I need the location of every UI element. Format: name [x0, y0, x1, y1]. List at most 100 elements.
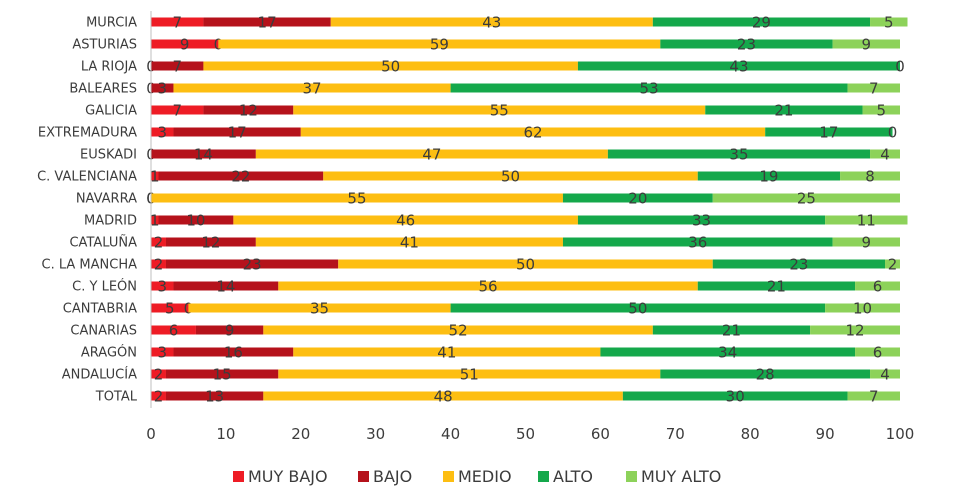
x-tick-label-30: 30	[366, 425, 385, 443]
data-label-muy-bajo-cantabria: 5	[165, 300, 175, 318]
data-label-bajo-andalucía: 15	[213, 366, 232, 384]
data-label-bajo-madrid: 10	[186, 212, 205, 230]
bar-bajo-la-rioja	[151, 61, 204, 71]
data-label-muy-alto-murcia: 5	[884, 14, 894, 32]
bar-bajo-aragón	[173, 347, 294, 357]
legend-swatch-muy-bajo	[233, 471, 244, 482]
category-label-baleares: BALEARES	[69, 82, 137, 97]
legend-label-bajo: BAJO	[373, 467, 412, 486]
bar-alto-murcia	[652, 17, 871, 27]
bar-alto-galicia	[705, 105, 863, 115]
bar-bajo-baleares	[151, 83, 174, 93]
data-label-bajo-canarias: 9	[225, 322, 235, 340]
bar-medio-asturias	[218, 39, 661, 49]
category-label-euskadi: EUSKADI	[80, 148, 137, 163]
data-label-muy-alto-euskadi: 4	[880, 146, 890, 164]
bar-medio-euskadi	[255, 149, 608, 159]
bar-alto-c-valenciana	[697, 171, 841, 181]
bar-bajo-total	[165, 391, 264, 401]
data-label-bajo-total: 13	[205, 388, 224, 406]
data-label-alto-c-y-león: 21	[767, 278, 786, 296]
bar-medio-cataluña	[255, 237, 563, 247]
data-label-bajo-cataluña: 12	[201, 234, 220, 252]
data-label-medio-euskadi: 47	[422, 146, 441, 164]
legend-label-medio: MEDIO	[458, 467, 512, 486]
bar-muy-bajo-aragón	[151, 347, 174, 357]
bar-muy-bajo-c-valenciana	[151, 171, 159, 181]
bar-medio-c-la-mancha	[338, 259, 713, 269]
bar-muy-alto-cantabria	[825, 303, 900, 313]
bar-muy-bajo-asturias	[151, 39, 219, 49]
x-tick-label-0: 0	[146, 425, 156, 443]
data-label-muy-bajo-total: 2	[154, 388, 164, 406]
bar-medio-navarra	[151, 193, 563, 203]
bar-medio-andalucía	[278, 369, 661, 379]
data-label-bajo-c-y-león: 14	[216, 278, 235, 296]
bar-alto-cantabria	[450, 303, 826, 313]
data-label-muy-bajo-galicia: 7	[172, 102, 182, 120]
data-label-bajo-aragón: 16	[224, 344, 243, 362]
data-label-muy-bajo-canarias: 6	[169, 322, 179, 340]
bar-bajo-murcia	[203, 17, 331, 27]
data-label-muy-bajo-c-valenciana: 1	[150, 168, 160, 186]
bar-medio-baleares	[173, 83, 451, 93]
data-label-muy-alto-aragón: 6	[873, 344, 883, 362]
category-label-madrid: MADRID	[84, 214, 137, 229]
bar-muy-bajo-andalucía	[151, 369, 166, 379]
bar-muy-alto-andalucía	[870, 369, 900, 379]
bar-muy-alto-c-la-mancha	[885, 259, 900, 269]
data-label-muy-bajo-cataluña: 2	[154, 234, 164, 252]
category-label-extremadura: EXTREMADURA	[38, 126, 137, 141]
bar-muy-alto-cataluña	[832, 237, 900, 247]
data-label-medio-asturias: 59	[430, 36, 449, 54]
legend-label-alto: ALTO	[553, 467, 593, 486]
data-label-medio-madrid: 46	[396, 212, 415, 230]
data-label-muy-alto-canarias: 12	[846, 322, 865, 340]
bar-bajo-galicia	[203, 105, 294, 115]
data-label-alto-euskadi: 35	[729, 146, 748, 164]
category-label-c-la-mancha: C. LA MANCHA	[42, 258, 138, 273]
data-label-muy-alto-navarra: 25	[797, 190, 816, 208]
data-label-muy-alto-extremadura: 0	[888, 124, 898, 142]
category-label-cataluña: CATALUÑA	[69, 235, 137, 251]
data-label-muy-alto-c-la-mancha: 2	[888, 256, 898, 274]
data-label-bajo-c-valenciana: 22	[231, 168, 250, 186]
category-label-andalucía: ANDALUCÍA	[62, 367, 137, 383]
data-label-alto-galicia: 21	[774, 102, 793, 120]
data-label-muy-alto-baleares: 7	[869, 80, 879, 98]
bar-alto-c-la-mancha	[712, 259, 886, 269]
data-label-bajo-galicia: 12	[239, 102, 258, 120]
bar-medio-total	[263, 391, 623, 401]
data-label-bajo-euskadi: 14	[194, 146, 213, 164]
data-label-alto-navarra: 20	[628, 190, 647, 208]
bar-bajo-c-y-león	[173, 281, 279, 291]
bar-muy-alto-murcia	[870, 17, 908, 27]
data-label-muy-bajo-asturias: 9	[180, 36, 190, 54]
data-label-medio-aragón: 41	[437, 344, 456, 362]
data-label-bajo-la-rioja: 7	[172, 58, 182, 76]
bar-alto-la-rioja	[577, 61, 900, 71]
data-label-medio-navarra: 55	[347, 190, 366, 208]
bar-muy-alto-navarra	[712, 193, 900, 203]
plot-area: MURCIA71743295ASTURIAS9059239LA RIOJA075…	[37, 14, 908, 406]
data-label-medio-andalucía: 51	[460, 366, 479, 384]
data-label-muy-bajo-murcia: 7	[172, 14, 182, 32]
bar-alto-cataluña	[562, 237, 833, 247]
data-label-muy-bajo-c-y-león: 3	[157, 278, 167, 296]
bar-muy-alto-madrid	[825, 215, 908, 225]
data-label-muy-alto-andalucía: 4	[880, 366, 890, 384]
data-label-bajo-murcia: 17	[258, 14, 277, 32]
data-label-alto-asturias: 23	[737, 36, 756, 54]
data-label-muy-bajo-c-la-mancha: 2	[154, 256, 164, 274]
data-label-muy-alto-galicia: 5	[877, 102, 887, 120]
category-label-aragón: ARAGÓN	[81, 345, 137, 361]
bar-muy-alto-canarias	[810, 325, 900, 335]
legend-swatch-medio	[443, 471, 454, 482]
bar-alto-aragón	[600, 347, 856, 357]
bar-muy-alto-galicia	[862, 105, 900, 115]
x-axis: 0 10 20 30 40 50 60 70 80 90 100	[146, 11, 914, 443]
category-label-total: TOTAL	[95, 390, 138, 405]
data-label-muy-alto-total: 7	[869, 388, 879, 406]
bar-alto-c-y-león	[697, 281, 856, 291]
bar-alto-navarra	[562, 193, 713, 203]
